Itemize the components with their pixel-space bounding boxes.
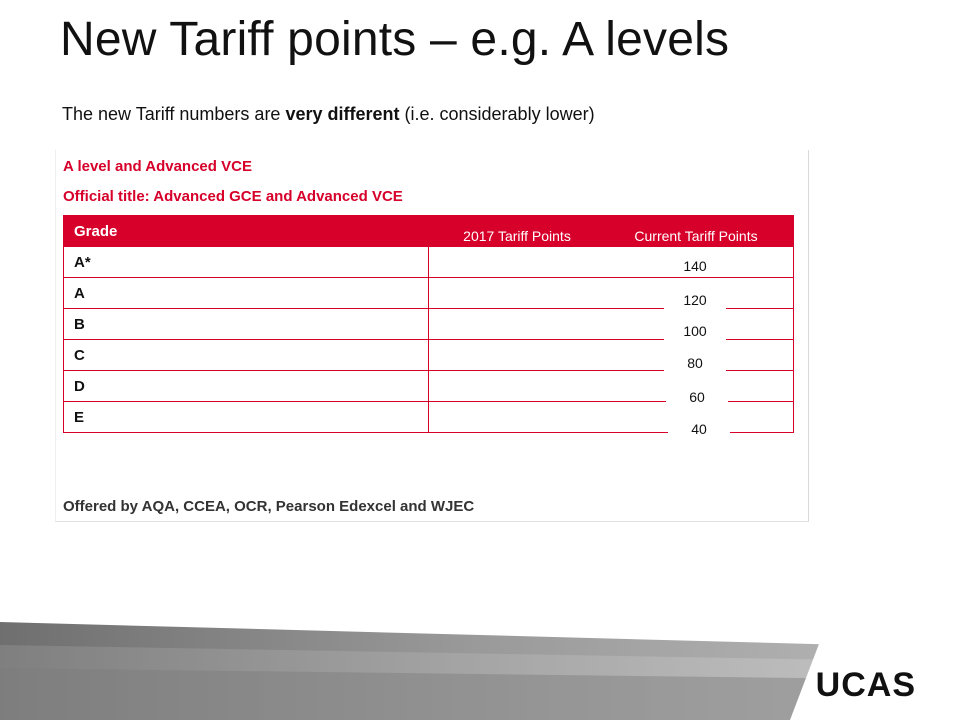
points-cell	[428, 339, 794, 371]
points-cell	[428, 401, 794, 433]
grade-cell: A	[63, 277, 429, 309]
table-row: A*	[63, 246, 794, 278]
table-row: C	[63, 339, 794, 371]
grade-cell: A*	[63, 246, 429, 278]
official-title: Official title: Advanced GCE and Advance…	[63, 188, 403, 205]
ucas-logo: UCAS	[815, 666, 916, 704]
grade-cell: D	[63, 370, 429, 402]
header-current-tariff-points: Current Tariff Points	[634, 228, 758, 244]
points-cell	[428, 370, 794, 402]
qualification-heading: A level and Advanced VCE	[63, 158, 252, 175]
grade-cell: C	[63, 339, 429, 371]
table-row: E	[63, 401, 794, 433]
points-cell	[428, 308, 794, 340]
points-column-header	[428, 215, 794, 247]
current-points-b: 100	[664, 320, 726, 342]
points-cell	[428, 277, 794, 309]
current-points-d: 60	[666, 386, 728, 408]
grade-cell: E	[63, 401, 429, 433]
table-row: D	[63, 370, 794, 402]
awarding-bodies-note: Offered by AQA, CCEA, OCR, Pearson Edexc…	[63, 498, 475, 515]
slide-title: New Tariff points – e.g. A levels	[60, 13, 730, 66]
table-row: B	[63, 308, 794, 340]
grade-column-header: Grade	[63, 215, 429, 247]
slide-subtitle: The new Tariff numbers are very differen…	[62, 104, 595, 125]
current-points-a: 120	[664, 289, 726, 311]
grade-table: Grade A* A B C D E	[63, 215, 794, 433]
current-points-c: 80	[664, 352, 726, 374]
header-2017-tariff-points: 2017 Tariff Points	[463, 228, 571, 244]
current-points-a-star: 140	[664, 255, 726, 277]
grade-cell: B	[63, 308, 429, 340]
table-header-row: Grade	[63, 215, 794, 247]
subtitle-emphasis: very different	[285, 104, 400, 124]
table-row: A	[63, 277, 794, 309]
subtitle-prefix: The new Tariff numbers are	[62, 104, 286, 124]
subtitle-suffix: (i.e. considerably lower)	[399, 104, 595, 124]
current-points-e: 40	[668, 418, 730, 440]
points-cell	[428, 246, 794, 278]
